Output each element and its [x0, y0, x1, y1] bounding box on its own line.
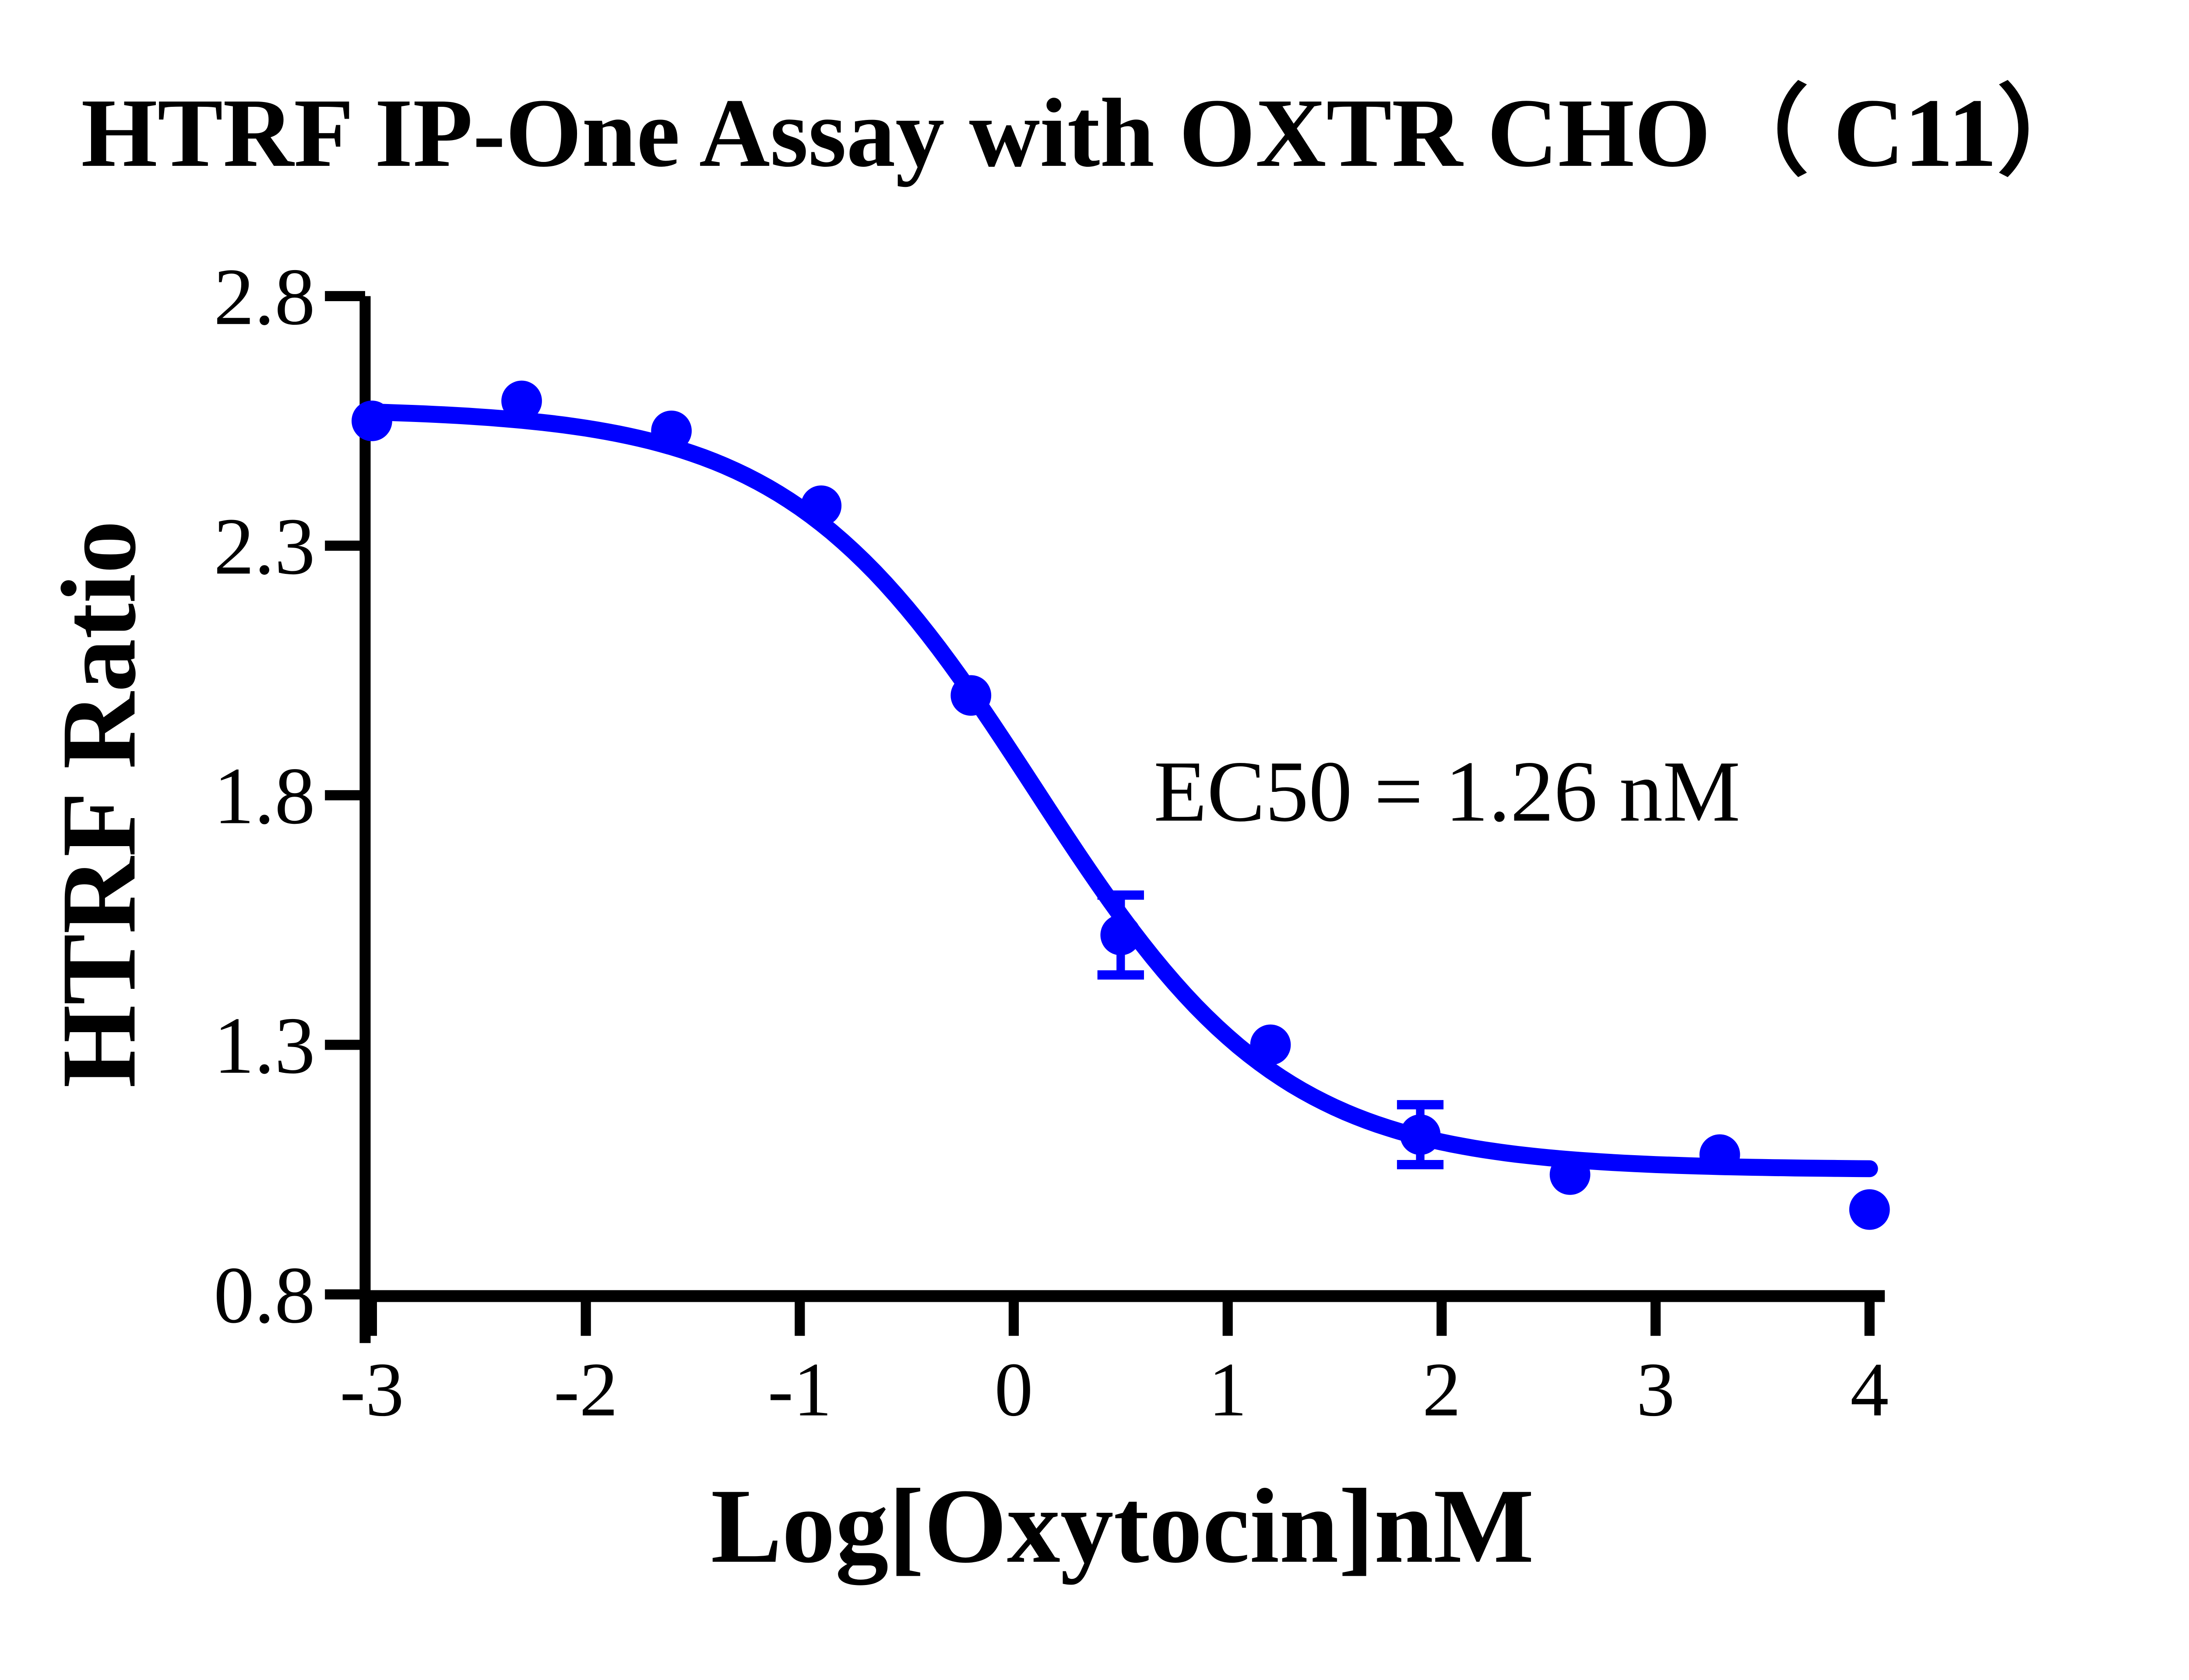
- x-tick-label: 4: [1850, 1347, 1889, 1432]
- y-axis-label: HTRF Ratio: [39, 520, 158, 1088]
- data-point: [1849, 1189, 1890, 1230]
- chart-figure: HTRF IP-One Assay with OXTR CHO（ C11） HT…: [39, 78, 2095, 1585]
- data-point: [1100, 914, 1141, 956]
- data-point: [1400, 1114, 1441, 1155]
- data-point: [501, 380, 542, 422]
- chart-title: HTRF IP-One Assay with OXTR CHO（ C11）: [81, 79, 2095, 187]
- x-tick-label: 1: [1208, 1347, 1247, 1432]
- x-axis-label: Log[Oxytocin]nM: [711, 1467, 1534, 1585]
- data-point: [1250, 1024, 1291, 1065]
- data-series: [352, 380, 1890, 1230]
- y-tick-label: 1.8: [214, 752, 315, 841]
- x-tick-label: 2: [1422, 1347, 1461, 1432]
- data-point: [1549, 1154, 1591, 1195]
- y-tick-label: 1.3: [214, 1001, 315, 1091]
- ec50-annotation: EC50 = 1.26 nM: [1154, 744, 1740, 840]
- x-tick-label: -3: [340, 1347, 404, 1432]
- y-tick-label: 0.8: [214, 1251, 315, 1340]
- axes: 2.8 2.3 1.8 1.3 0.8 -3 -2 -1 0 1 2 3 4: [214, 252, 1889, 1432]
- y-tick-label: 2.8: [214, 252, 315, 342]
- data-point: [801, 485, 842, 526]
- data-point: [651, 410, 692, 451]
- data-point: [950, 675, 992, 716]
- x-tick-label: 3: [1636, 1347, 1675, 1432]
- dose-response-chart: HTRF IP-One Assay with OXTR CHO（ C11） HT…: [39, 78, 2095, 1585]
- x-tick-label: -2: [554, 1347, 618, 1432]
- data-point: [1699, 1134, 1740, 1175]
- x-tick-label: 0: [995, 1347, 1033, 1432]
- y-tick-label: 2.3: [214, 502, 315, 591]
- data-point: [352, 401, 392, 441]
- x-tick-label: -1: [768, 1347, 832, 1432]
